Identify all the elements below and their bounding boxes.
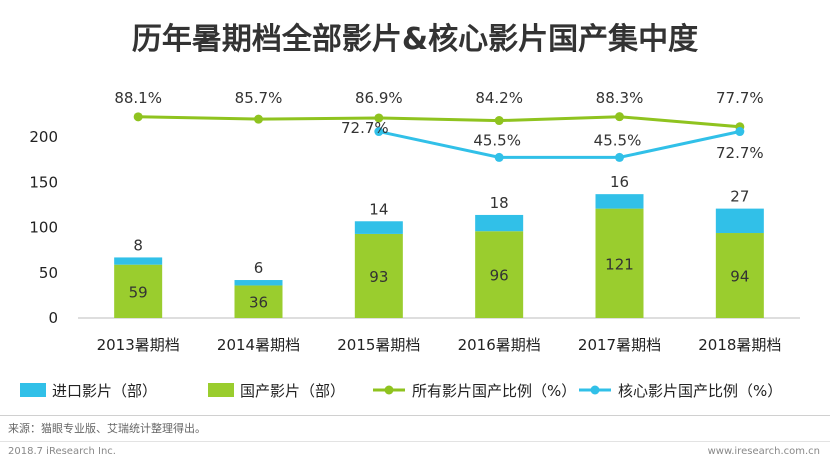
label-all-ratio-2: 86.9% [355, 89, 403, 107]
y-tick-label-3: 150 [29, 173, 58, 191]
legend-swatch-imported [20, 383, 46, 397]
chart-title: 历年暑期档全部影片&核心影片国产集中度 [131, 22, 699, 57]
label-all-ratio-0: 88.1% [114, 89, 162, 107]
bar-domestic-5 [715, 233, 764, 318]
legend-swatch-core-ratio [579, 385, 611, 395]
line-core-ratio [378, 130, 741, 159]
point-all-ratio-2 [374, 113, 384, 123]
label-core-ratio-5: 72.7% [716, 144, 764, 162]
bar-domestic-4 [595, 208, 644, 318]
x-tick-label-4: 2017暑期档 [578, 336, 661, 354]
point-core-ratio-5 [735, 127, 745, 137]
bar-domestic-3 [475, 231, 524, 318]
point-all-ratio-1 [254, 114, 263, 124]
footer-divider [0, 415, 830, 416]
source-note: 来源：猫眼专业版、艾瑞统计整理得出。 [8, 422, 206, 435]
legend-item-all-ratio: 所有影片国产比例（%） [372, 379, 576, 401]
website: www.iresearch.com.cn [707, 446, 820, 457]
x-tick-label-1: 2014暑期档 [217, 336, 300, 354]
point-all-ratio-3 [494, 116, 504, 126]
legend-swatch-domestic [208, 383, 234, 397]
line-all-ratio [138, 115, 740, 129]
x-tick-label-3: 2016暑期档 [458, 336, 541, 354]
label-core-ratio-4: 45.5% [594, 131, 642, 149]
bar-imported-4 [595, 194, 644, 209]
legend-swatch-core-ratio-dot [590, 385, 600, 395]
label-domestic-0: 59 [129, 283, 148, 301]
chart-canvas: 0 50 100 150 200 2013暑期档 2014暑期档 2015暑期档 2016暑期档… [29, 89, 800, 354]
y-tick-label-0: 0 [48, 309, 58, 327]
point-all-ratio-4 [615, 112, 624, 122]
footer-bottom-divider [0, 441, 830, 442]
label-imported-2: 14 [369, 200, 388, 218]
label-domestic-3: 96 [490, 267, 509, 285]
x-tick-label-5: 2018暑期档 [698, 336, 781, 354]
label-imported-4: 16 [610, 173, 629, 191]
bar-imported-2 [354, 221, 403, 234]
bar-domestic-2 [354, 233, 403, 318]
legend-label-core-ratio: 核心影片国产比例（%） [618, 381, 783, 400]
label-domestic-2: 93 [369, 268, 388, 286]
legend-swatch-all-ratio [373, 385, 405, 395]
y-tick-label-4: 200 [29, 128, 58, 146]
legend-label-imported: 进口影片（部） [52, 381, 158, 400]
label-core-ratio-2: 72.7% [341, 119, 389, 137]
label-all-ratio-4: 88.3% [596, 89, 644, 107]
label-all-ratio-5: 77.7% [716, 89, 764, 107]
point-core-ratio-4 [615, 152, 624, 162]
label-all-ratio-3: 84.2% [475, 89, 523, 107]
label-imported-5: 27 [730, 188, 749, 206]
x-tick-label-2: 2015暑期档 [337, 336, 420, 354]
bar-imported-1 [234, 280, 283, 286]
legend-item-imported: 进口影片（部） [20, 379, 157, 401]
label-domestic-5: 94 [730, 268, 749, 286]
bar-imported-3 [475, 214, 524, 232]
point-core-ratio-3 [494, 152, 504, 162]
label-imported-3: 18 [490, 194, 509, 212]
legend-swatch-all-ratio-dot [384, 385, 394, 395]
bar-imported-0 [114, 257, 163, 265]
legend: 进口影片（部） 国产影片（部） 所有影片国产比例（%） 核心影片国产比例（%） [0, 379, 830, 401]
bar-domestic-1 [234, 285, 283, 318]
label-domestic-4: 121 [605, 255, 634, 273]
copyright: 2018.7 iResearch Inc. [8, 446, 116, 457]
label-core-ratio-3: 45.5% [473, 131, 521, 149]
label-imported-1: 6 [254, 259, 264, 277]
legend-item-domestic: 国产影片（部） [208, 379, 345, 401]
x-tick-label-0: 2013暑期档 [97, 336, 180, 354]
y-tick-label-2: 100 [29, 219, 58, 237]
label-all-ratio-1: 85.7% [235, 89, 283, 107]
bar-domestic-0 [114, 264, 163, 318]
legend-label-all-ratio: 所有影片国产比例（%） [412, 381, 577, 400]
legend-label-domestic: 国产影片（部） [240, 381, 346, 400]
label-imported-0: 8 [133, 236, 143, 254]
point-core-ratio-2 [374, 127, 384, 137]
bar-imported-5 [715, 208, 764, 234]
y-tick-label-1: 50 [39, 264, 58, 282]
point-all-ratio-0 [133, 112, 143, 122]
label-domestic-1: 36 [249, 294, 268, 312]
legend-item-core-ratio: 核心影片国产比例（%） [578, 379, 782, 401]
